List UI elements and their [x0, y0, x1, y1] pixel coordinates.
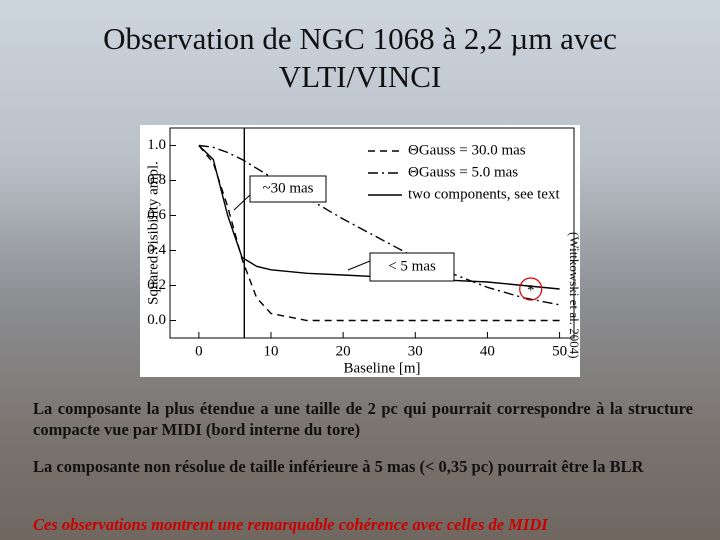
- series-line: [198, 144, 560, 306]
- y-tick-label: 0.8: [147, 172, 166, 188]
- chart-background: [140, 125, 580, 377]
- paragraph: La composante non résolue de taille infé…: [33, 457, 644, 476]
- x-tick-label: 20: [336, 343, 351, 359]
- paragraph: La composante la plus étendue a une tail…: [33, 399, 693, 439]
- legend-label: ΘGauss = 5.0 mas: [408, 164, 518, 180]
- citation: (Wittkowski et al. 2004): [567, 232, 582, 359]
- y-axis-label: Squared visibility ampl.: [145, 161, 161, 305]
- y-tick-label: 0.0: [147, 312, 166, 328]
- y-tick-label: 0.4: [147, 242, 166, 258]
- series-line: [198, 145, 560, 322]
- slide-title: Observation de NGC 1068 à 2,2 µm avec VL…: [103, 21, 617, 94]
- annotation: ~30 mas: [262, 180, 313, 196]
- y-tick-label: 0.2: [147, 277, 166, 293]
- plot-frame: [169, 127, 575, 339]
- highlight-circle: [519, 277, 543, 301]
- observation-point: *: [527, 282, 535, 298]
- annotation: < 5 mas: [388, 258, 436, 274]
- annotation-arrow: [347, 260, 371, 271]
- annotation-box: [369, 252, 455, 282]
- x-tick-label: 30: [408, 343, 423, 359]
- x-tick-label: 50: [552, 343, 567, 359]
- legend-label: ΘGauss = 30.0 mas: [408, 142, 526, 158]
- legend-label: two components, see text: [408, 186, 560, 202]
- paragraph: Ces observations montrent une remarquabl…: [33, 515, 548, 534]
- annotation-arrow: [233, 194, 251, 211]
- x-axis-label: Baseline [m]: [343, 360, 420, 376]
- series-line: [198, 144, 560, 290]
- y-tick-label: 1.0: [147, 137, 166, 153]
- y-tick-label: 0.6: [147, 207, 166, 223]
- x-tick-label: 10: [264, 343, 279, 359]
- x-tick-label: 40: [480, 343, 495, 359]
- x-tick-label: 0: [195, 343, 203, 359]
- chart: 0.0 0.2 0.4 0.6 0.8 1.0 0 10 20 30 40 50 Baseline [m…: [140, 125, 580, 377]
- annotation-box: [249, 175, 327, 203]
